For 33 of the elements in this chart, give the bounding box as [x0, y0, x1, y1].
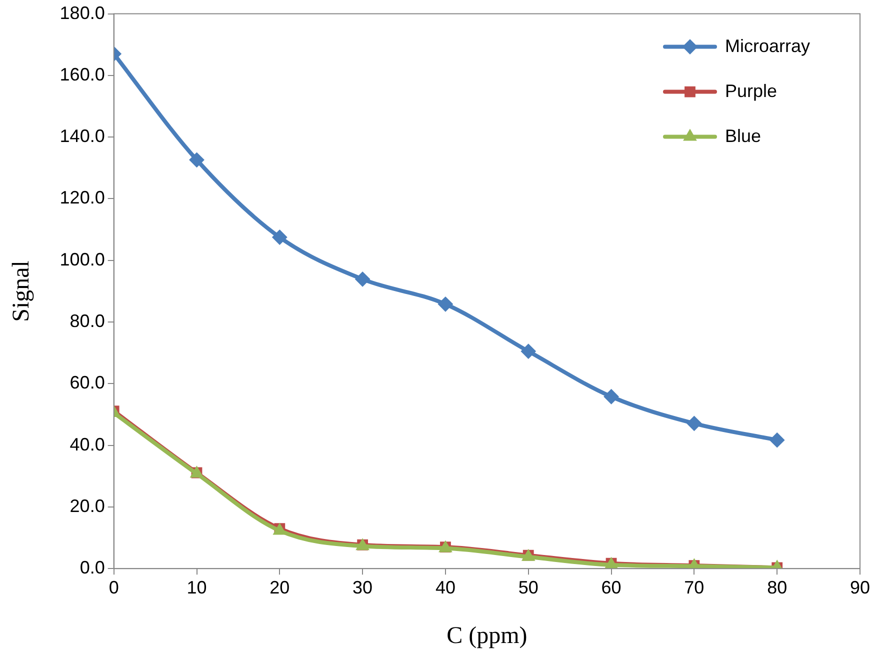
point [604, 389, 619, 404]
y-tick-label: 20.0 [70, 496, 105, 516]
legend-label: Microarray [724, 36, 810, 56]
point [189, 152, 204, 168]
legend-label: Blue [724, 126, 762, 146]
x-tick-label: 40 [435, 577, 456, 598]
point [686, 416, 702, 431]
y-tick-label: 160.0 [60, 64, 105, 84]
y-tick-label: 100.0 [60, 249, 105, 270]
y-tick-label: 0.0 [80, 558, 105, 578]
y-axis-title: Signal [8, 260, 35, 322]
y-tick-label: 60.0 [70, 372, 105, 393]
x-tick-label: 90 [850, 577, 870, 598]
y-tick-label: 80.0 [70, 310, 105, 331]
y-tick-label: 180.0 [60, 2, 105, 23]
point [272, 230, 288, 245]
legend-label: Purple [724, 80, 778, 101]
x-axis-title: C (ppm) [446, 622, 528, 649]
point [438, 296, 453, 312]
x-tick-label: 80 [767, 577, 788, 598]
x-tick-label: 20 [270, 577, 290, 598]
x-tick-label: 0 [108, 577, 119, 598]
x-tick-label: 50 [518, 577, 538, 598]
x-tick-label: 70 [684, 577, 704, 598]
x-tick-label: 30 [352, 577, 373, 598]
x-tick-label: 10 [186, 577, 207, 598]
point [520, 344, 536, 359]
y-tick-label: 120.0 [60, 188, 105, 208]
point [770, 432, 785, 448]
x-tick-label: 60 [601, 577, 622, 598]
point [355, 272, 370, 287]
y-tick-label: 40.0 [70, 434, 105, 454]
y-tick-label: 140.0 [60, 126, 105, 146]
